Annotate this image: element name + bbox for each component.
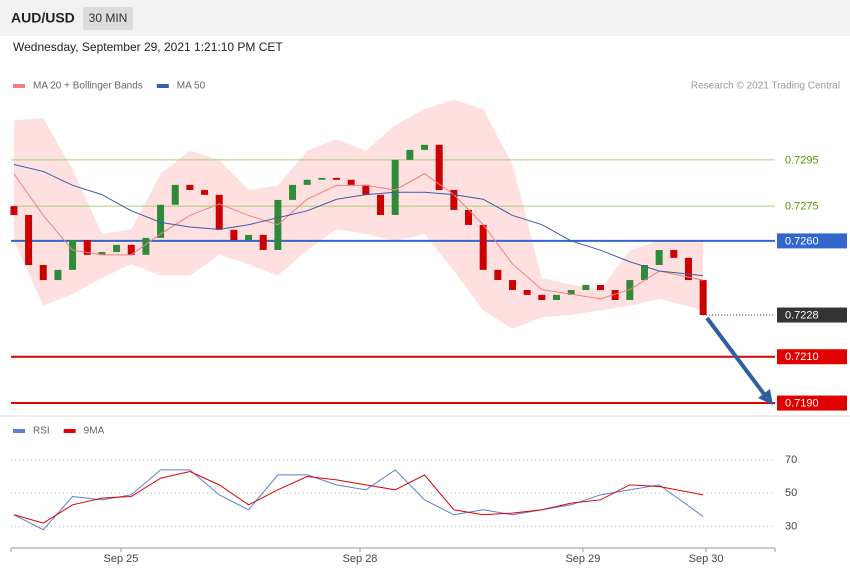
candle-body	[699, 280, 707, 316]
candle-body	[640, 265, 648, 281]
legend-label: MA 20 + Bollinger Bands	[33, 81, 143, 92]
bollinger-band	[13, 99, 704, 329]
candle-body	[39, 265, 47, 281]
legend-label: MA 50	[177, 81, 206, 92]
series-line	[13, 469, 704, 531]
level-badge	[777, 233, 847, 249]
candle-body	[186, 184, 194, 190]
candle-body	[25, 214, 33, 266]
candle-body	[83, 239, 91, 255]
candle-body	[421, 144, 429, 150]
candle-body	[215, 194, 223, 230]
candle-body	[362, 184, 370, 195]
candle-body	[377, 194, 385, 215]
interval-badge	[83, 7, 133, 30]
candle-body	[142, 237, 150, 255]
candle-body	[157, 204, 165, 238]
arrow-head	[758, 389, 773, 405]
level-label: 0.7275	[785, 201, 819, 213]
candle-body	[611, 290, 619, 300]
candle-body	[450, 189, 458, 210]
candle-body	[406, 149, 414, 160]
candle-body	[10, 206, 18, 215]
candle-body	[684, 257, 692, 281]
rsi-panel: 70 50 30 Sep 25 Sep 28 Sep 29 Sep 30 RSI 9MA	[11, 426, 797, 565]
y-tick-label: 50	[785, 487, 797, 499]
ma-line	[13, 173, 704, 300]
candle-body	[303, 179, 311, 185]
candle-body	[333, 177, 341, 180]
candle-body	[127, 244, 135, 255]
candle-body	[479, 224, 487, 270]
credit: Research © 2021 Trading Central	[691, 81, 840, 92]
candle-body	[318, 177, 326, 180]
legend-swatch	[63, 429, 76, 433]
candle-body	[201, 189, 209, 195]
legend-swatch	[156, 84, 169, 88]
level-badge	[777, 349, 847, 365]
legend-swatch	[13, 84, 25, 88]
candle-body	[538, 294, 546, 300]
candle-body	[54, 269, 62, 281]
candle-body	[69, 239, 77, 270]
candle-body	[655, 249, 663, 266]
ma-line	[13, 163, 704, 277]
series-line	[13, 471, 704, 524]
interval: 30 MIN	[89, 11, 128, 25]
candle-body	[596, 284, 604, 291]
candle-body	[391, 159, 399, 215]
level-badge	[777, 307, 847, 323]
candle-body	[230, 229, 238, 240]
candle-body	[553, 294, 561, 300]
candle-body	[523, 290, 531, 295]
candle-body	[289, 184, 297, 200]
candle-body	[259, 234, 267, 250]
x-tick-label: Sep 29	[565, 553, 600, 565]
forecast-arrow	[705, 316, 769, 400]
x-tick-label: Sep 25	[104, 553, 139, 565]
legend-label: RSI	[33, 426, 50, 437]
level-label: 0.7210	[785, 351, 819, 363]
timestamp: Wednesday, September 29, 2021 1:21:10 PM…	[13, 40, 283, 54]
level-label: 0.7228	[785, 309, 819, 321]
candle-body	[171, 184, 179, 205]
candle-body	[347, 179, 355, 185]
header-bar	[0, 0, 850, 36]
candle-body	[494, 269, 502, 281]
symbol: AUD/USD	[11, 10, 75, 26]
x-tick-label: Sep 28	[343, 553, 378, 565]
level-label: 0.7190	[785, 397, 819, 409]
price-panel: 0.7295 0.7275 0.7260 0.7228 0.7210 0.7190 MA 2…	[10, 81, 847, 411]
y-tick-label: 70	[785, 454, 797, 466]
level-label: 0.7260	[785, 235, 819, 247]
candle-body	[465, 209, 473, 225]
level-badge	[777, 395, 847, 411]
x-tick-label: Sep 30	[689, 553, 724, 565]
candle-body	[113, 244, 121, 253]
candle-body	[245, 234, 253, 240]
candle-body	[582, 284, 590, 291]
y-tick-label: 30	[785, 520, 797, 532]
legend-swatch	[13, 429, 25, 433]
legend-label: 9MA	[84, 426, 105, 437]
level-label: 0.7295	[785, 154, 819, 166]
candle-body	[567, 290, 575, 295]
candle-body	[670, 249, 678, 258]
candle-body	[98, 252, 106, 255]
candle-body	[435, 144, 443, 190]
candle-body	[509, 280, 517, 291]
